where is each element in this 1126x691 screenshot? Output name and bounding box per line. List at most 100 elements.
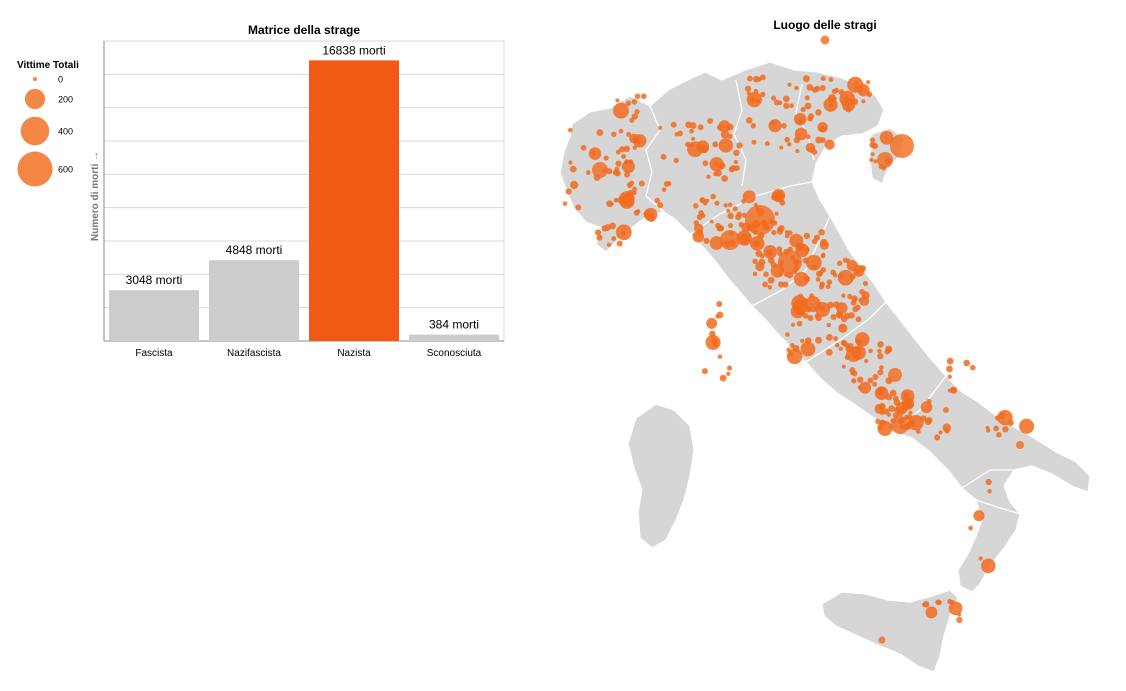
map-point [614,170,621,177]
map-point [875,418,881,425]
bar-tick-nazista: Nazista [337,348,371,359]
map-point [758,258,766,266]
map-point [698,210,704,216]
map-point [892,395,899,402]
map-point [851,98,859,105]
bar-fascista [109,290,199,341]
map-point [833,336,838,341]
map-point [859,265,867,272]
map-point [685,121,692,129]
map-point [752,258,758,265]
map-point [767,276,775,284]
map-point [877,353,884,360]
map-point [968,525,973,531]
map-point [820,137,826,143]
map-point [902,404,908,410]
map-point [689,128,694,134]
map-point [733,149,740,157]
map-point [625,100,632,107]
map-point [771,229,777,236]
map-point [826,322,832,328]
map-point [846,260,858,272]
map-point [845,106,852,113]
map-point [946,357,954,365]
map-point [876,387,885,396]
map-point [717,354,723,359]
map-point [776,246,783,252]
map-point [840,315,848,323]
map-point [764,141,770,147]
map-point [616,240,623,247]
map-point [996,431,1002,438]
map-point [891,416,909,434]
map-point [872,381,878,387]
map-point [920,401,933,414]
map-point [915,429,921,434]
map-point [818,229,825,236]
map-point [841,364,846,369]
map-point [562,201,568,206]
map-point [603,155,609,161]
bar-x-tick-labels: Fascista Nazifascista Nazista Sconosciuta [135,348,481,359]
map-point [752,271,758,277]
map-point [635,209,641,214]
map-point [920,415,927,422]
map-point [948,601,963,616]
map-point [820,238,828,246]
map-point [752,240,760,248]
map-point [703,237,710,244]
map-point [606,242,612,248]
map-point [872,373,879,380]
legend-circle-600 [17,151,53,187]
map-point [670,121,677,128]
map-point [789,103,794,109]
map-point [796,320,803,327]
bar-data-labels: 3048 morti 4848 morti 16838 morti 384 morti [126,43,479,331]
map-point [814,313,820,319]
map-point [858,297,863,303]
map-point [733,159,738,165]
map-point [871,142,879,149]
map-point [880,404,886,410]
map-point [803,275,811,283]
map-point [869,137,876,143]
map-point [884,349,890,355]
map-point [848,312,855,319]
map-point [615,149,621,155]
map-point [640,93,647,100]
map-point [845,345,853,353]
map-point [804,102,812,110]
map-point [615,98,620,103]
map-point [628,159,634,165]
map-point [718,120,731,133]
bar-data-label-sconosciuta: 384 morti [429,318,479,332]
map-point [981,558,996,574]
map-point [842,257,849,263]
map-point [830,313,837,321]
map-point [736,142,743,149]
map-point [851,345,866,360]
map-point [612,102,629,119]
map-point [832,96,837,101]
bar-y-axis-label: Numero di morti → [90,151,101,241]
map-point [908,414,924,431]
map-point [809,293,815,299]
map-point [643,210,651,218]
map-point [596,234,603,241]
map-point [802,75,810,83]
map-point [908,410,913,415]
map-point [925,606,938,619]
map-point [787,82,792,87]
map-point [726,208,731,213]
map-point [820,35,830,45]
map-point [714,200,720,206]
legend-title: Vittime Totali [17,60,79,71]
map-point [728,223,734,229]
map-point [709,330,716,338]
map-point [763,271,769,278]
map-point [815,109,822,116]
map-point [741,198,746,204]
map-point [944,428,950,434]
map-point [777,281,785,288]
map-point [716,300,723,308]
